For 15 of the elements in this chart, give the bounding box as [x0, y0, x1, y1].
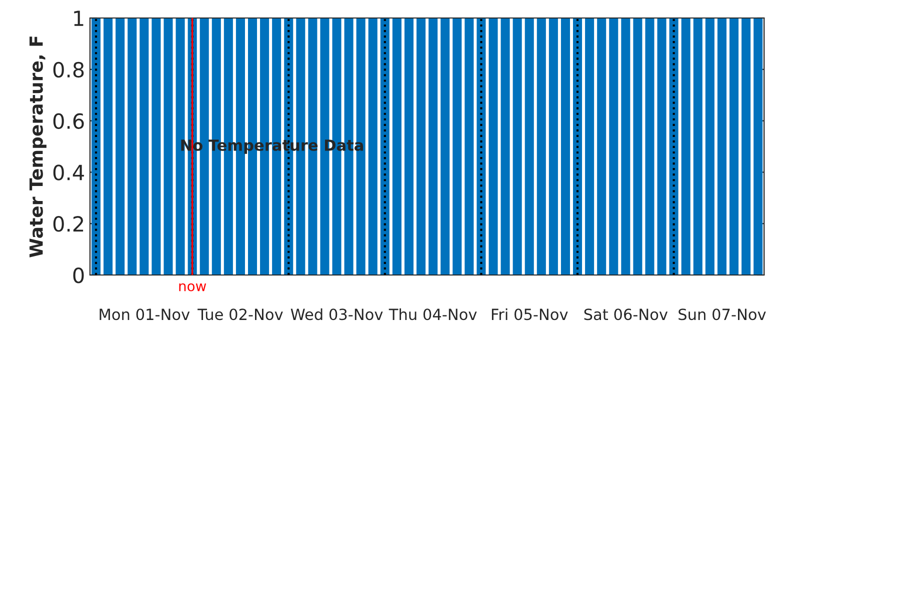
x-tick-label: Fri 05-Nov — [492, 308, 568, 320]
y-tick-label: 0.4 — [53, 164, 84, 180]
x-tick-label: Wed 03-Nov — [290, 308, 383, 320]
y-tick-label: 0 — [73, 267, 84, 284]
y-tick-label: 0.6 — [53, 113, 84, 130]
y-tick-label: 0.2 — [53, 216, 84, 232]
x-tick-label: Mon 01-Nov — [100, 308, 190, 320]
x-tick-label: Thu 04-Nov — [388, 308, 477, 320]
y-tick-label: 0.8 — [53, 62, 84, 78]
ref-line-label: now — [179, 283, 206, 292]
x-tick-label: Sat 06-Nov — [584, 308, 668, 320]
y-axis-title: Water Temperature, F — [30, 36, 46, 258]
x-tick-label: Tue 02-Nov — [198, 308, 283, 320]
y-tick-label: 1 — [74, 10, 84, 26]
x-tick-label: Sun 07-Nov — [678, 308, 766, 320]
